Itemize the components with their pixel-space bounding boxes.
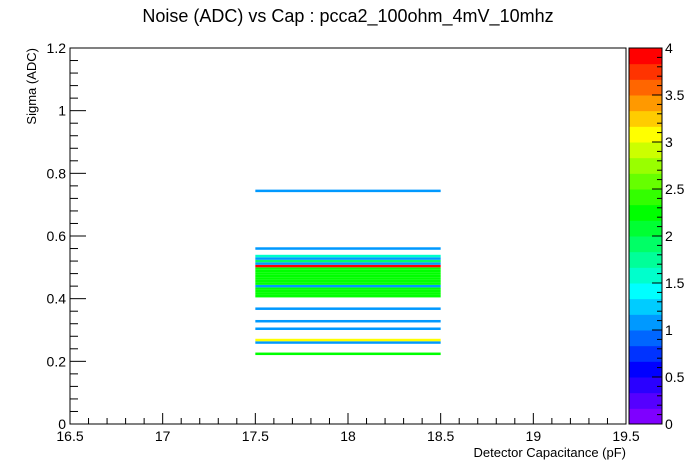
colorbar-tick-label: 3.5 xyxy=(665,87,685,103)
colorbar-segment xyxy=(629,110,662,127)
heatmap-cell xyxy=(255,327,441,330)
x-tick-label: 17 xyxy=(155,428,171,444)
y-tick-label: 1.2 xyxy=(47,40,67,56)
colorbar-segment xyxy=(629,189,662,206)
heatmap-cell xyxy=(255,284,441,288)
y-tick-label: 0.2 xyxy=(47,353,67,369)
x-tick-label: 17.5 xyxy=(242,428,269,444)
colorbar-tick-label: 0.5 xyxy=(665,369,685,385)
colorbar-segment xyxy=(629,251,662,268)
colorbar-segment xyxy=(629,236,662,253)
heatmap-cell xyxy=(255,267,441,270)
heatmap-cell xyxy=(255,272,441,275)
colorbar-segment xyxy=(629,361,662,378)
colorbar-segment xyxy=(629,298,662,315)
colorbar-tick-label: 1 xyxy=(665,322,673,338)
colorbar-segment xyxy=(629,220,662,237)
colorbar-segment xyxy=(629,392,662,409)
colorbar-segment xyxy=(629,267,662,284)
heatmap-cell xyxy=(255,259,441,263)
x-tick-label: 19.5 xyxy=(612,428,639,444)
colorbar-segment xyxy=(629,314,662,331)
colorbar-segment xyxy=(629,63,662,80)
colorbar: 0 0.5 1 1.5 2 2.5 3 3.5 4 xyxy=(628,40,685,432)
x-tick-label: 18.5 xyxy=(427,428,454,444)
colorbar-segment xyxy=(629,142,662,159)
heatmap-cell xyxy=(255,292,441,295)
heatmap-cell xyxy=(255,257,441,260)
colorbar-segment xyxy=(629,79,662,96)
heatmap-cell xyxy=(255,189,441,193)
heatmap-cell xyxy=(255,254,441,258)
heatmap-cell xyxy=(255,269,441,273)
plot-frame xyxy=(69,47,627,425)
chart-title: Noise (ADC) vs Cap : pcca2_100ohm_4mV_10… xyxy=(142,6,553,27)
colorbar-segment xyxy=(629,283,662,300)
colorbar-segment xyxy=(629,95,662,112)
heatmap-cell xyxy=(255,341,441,344)
colorbar-segment xyxy=(629,408,662,425)
x-tick-label: 19 xyxy=(526,428,542,444)
heatmap-cell xyxy=(255,338,441,342)
colorbar-segment xyxy=(629,345,662,362)
heatmap-cell xyxy=(255,262,441,265)
heatmap-cell xyxy=(255,279,441,283)
colorbar-tick-label: 4 xyxy=(665,40,673,56)
cells-layer xyxy=(255,189,441,356)
x-axis-label: Detector Capacitance (pF) xyxy=(474,445,626,460)
heatmap-cell xyxy=(255,264,441,268)
colorbar-segment xyxy=(629,204,662,221)
y-tick-label: 0.6 xyxy=(47,228,67,244)
y-tick-label: 0 xyxy=(58,416,66,432)
heatmap-cell xyxy=(255,352,441,356)
heatmap-cell xyxy=(255,277,441,280)
heatmap-cell xyxy=(255,274,441,278)
x-axis: 16.5 17 17.5 18 18.5 19 19.5 xyxy=(56,413,640,444)
y-tick-label: 0.4 xyxy=(47,291,67,307)
colorbar-tick-label: 0 xyxy=(665,416,673,432)
colorbar-segment xyxy=(629,157,662,174)
colorbar-tick-label: 3 xyxy=(665,134,673,150)
colorbar-segment xyxy=(629,377,662,394)
heatmap-cell xyxy=(255,307,441,310)
colorbar-segment xyxy=(629,126,662,143)
colorbar-segment xyxy=(629,330,662,347)
heatmap-cell xyxy=(255,282,441,285)
colorbar-tick-label: 1.5 xyxy=(665,275,685,291)
x-tick-label: 18 xyxy=(340,428,356,444)
heatmap-cell xyxy=(255,247,441,250)
colorbar-tick-label: 2.5 xyxy=(665,181,685,197)
colorbar-tick-label: 2 xyxy=(665,228,673,244)
heatmap-cell xyxy=(255,289,441,293)
y-tick-label: 1 xyxy=(58,103,66,119)
y-axis-label: Sigma (ADC) xyxy=(24,48,39,125)
colorbar-segment xyxy=(629,173,662,190)
y-axis: 0 0.2 0.4 0.6 0.8 1 1.2 xyxy=(47,40,86,432)
heatmap-cell xyxy=(255,294,441,298)
heatmap-cell xyxy=(255,319,441,323)
x-tick-label: 16.5 xyxy=(56,428,83,444)
y-tick-label: 0.8 xyxy=(47,165,67,181)
colorbar-segment xyxy=(629,48,662,65)
heatmap-cell xyxy=(255,287,441,290)
